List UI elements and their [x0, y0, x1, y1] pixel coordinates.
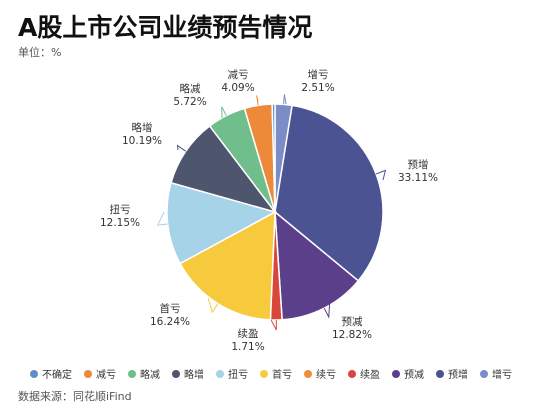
legend-item-首亏: 首亏 — [260, 366, 292, 381]
legend-swatch — [84, 369, 92, 378]
chart-title: A股上市公司业绩预告情况 — [18, 13, 313, 42]
slice-label-value-略增: 10.19% — [122, 135, 162, 147]
legend-swatch — [30, 369, 38, 378]
slice-label-value-预增: 33.11% — [398, 172, 438, 184]
slice-label-name-续盈: 续盈 — [238, 327, 259, 340]
legend-label: 首亏 — [272, 370, 292, 381]
label-line-扭亏 — [156, 211, 168, 226]
slice-label-value-略减: 5.72% — [173, 96, 206, 108]
legend-label: 续盈 — [360, 370, 380, 381]
label-line-续盈 — [269, 317, 277, 331]
slice-label-value-续盈: 1.71% — [231, 341, 264, 353]
slice-label-name-略减: 略减 — [180, 82, 201, 95]
legend-swatch — [480, 369, 488, 378]
slice-label-name-预增: 预增 — [408, 158, 429, 171]
slice-label-value-首亏: 16.24% — [150, 316, 190, 328]
pie-slice-预增 — [274, 104, 384, 282]
pie-slice-不确定 — [271, 103, 276, 213]
legend-swatch — [348, 369, 356, 378]
legend-label: 扭亏 — [228, 370, 248, 381]
legend-item-不确定: 不确定 — [30, 366, 72, 381]
data-source: 数据来源：同花顺iFind — [18, 390, 132, 403]
legend-label: 减亏 — [96, 370, 116, 381]
legend-swatch — [216, 369, 224, 378]
legend: 不确定 减亏 略减 略增 扭亏 首亏 续亏 续盈 预减 预增 增亏 — [30, 366, 545, 381]
slice-label-name-增亏: 增亏 — [308, 68, 329, 81]
slice-label-name-首亏: 首亏 — [160, 302, 181, 315]
label-line-增亏 — [283, 94, 287, 105]
legend-item-减亏: 减亏 — [84, 366, 116, 381]
pie-slice-扭亏 — [166, 181, 277, 265]
legend-item-预增: 预增 — [436, 366, 468, 381]
legend-swatch — [392, 369, 400, 378]
legend-swatch — [172, 369, 180, 378]
slice-label-name-减亏: 减亏 — [228, 69, 249, 81]
legend-item-增亏: 增亏 — [480, 366, 512, 381]
slice-label-name-预减: 预减 — [342, 316, 363, 328]
legend-item-略增: 略增 — [172, 366, 204, 381]
label-line-减亏 — [256, 95, 259, 106]
legend-swatch — [128, 369, 136, 378]
legend-label: 增亏 — [492, 370, 512, 381]
slice-label-name-略增: 略增 — [132, 121, 153, 134]
pie-slice-略增 — [170, 124, 277, 214]
legend-label: 略增 — [184, 370, 204, 381]
unit-label: 单位：% — [18, 46, 62, 59]
legend-label: 预增 — [448, 370, 468, 381]
slice-label-value-增亏: 2.51% — [301, 82, 334, 94]
legend-label: 预减 — [404, 370, 424, 381]
pie-slice-预减 — [274, 210, 360, 321]
legend-label: 略减 — [140, 370, 160, 381]
legend-item-续盈: 续盈 — [348, 366, 380, 381]
legend-label: 不确定 — [42, 370, 72, 381]
label-line-首亏 — [207, 297, 219, 314]
slice-label-value-扭亏: 12.15% — [100, 217, 140, 229]
slice-label-value-减亏: 4.09% — [221, 82, 254, 94]
label-line-预增 — [375, 169, 387, 181]
label-line-预减 — [323, 297, 331, 319]
label-line-略减 — [221, 106, 227, 119]
legend-swatch — [260, 369, 268, 378]
legend-item-略减: 略减 — [128, 366, 160, 381]
legend-item-预减: 预减 — [392, 366, 424, 381]
legend-swatch — [304, 369, 312, 378]
pie-slice-首亏 — [179, 210, 276, 321]
slice-label-value-预减: 12.82% — [332, 329, 372, 341]
legend-swatch — [436, 369, 444, 378]
legend-item-续亏: 续亏 — [304, 366, 336, 381]
legend-label: 续亏 — [316, 370, 336, 381]
legend-item-扭亏: 扭亏 — [216, 366, 248, 381]
label-line-略增 — [176, 144, 187, 152]
slice-label-name-扭亏: 扭亏 — [110, 203, 131, 216]
